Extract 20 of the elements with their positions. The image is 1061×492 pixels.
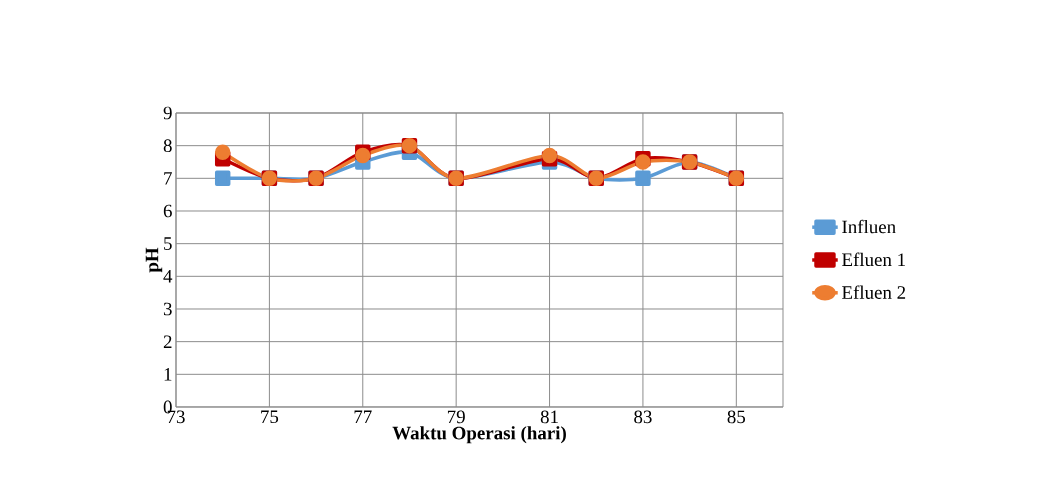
y-tick-label: 3 [163,302,172,316]
y-tick-label: 6 [163,204,172,218]
y-tick-label: 9 [163,106,172,120]
y-tick-label: 7 [164,172,172,185]
y-tick-label: 5 [164,237,172,250]
legend-label: Efluen 1 [842,252,905,267]
x-tick-label: 85 [727,410,746,424]
x-tick-label: 79 [447,410,465,424]
x-axis-title: Waktu Operasi (hari) [392,426,566,444]
x-tick-label: 83 [634,410,652,424]
x-tick-label: 77 [354,410,372,423]
y-axis-title: pH [145,247,163,273]
y-tick-label: 2 [163,335,172,348]
y-tick-label: 1 [164,368,172,381]
legend-label: Efluen 2 [842,285,906,299]
y-tick-label: 8 [163,139,172,153]
legend-label: Influen [842,219,896,234]
x-tick-label: 81 [540,410,558,424]
y-tick-label: 4 [163,270,173,283]
x-tick-label: 75 [261,410,279,424]
